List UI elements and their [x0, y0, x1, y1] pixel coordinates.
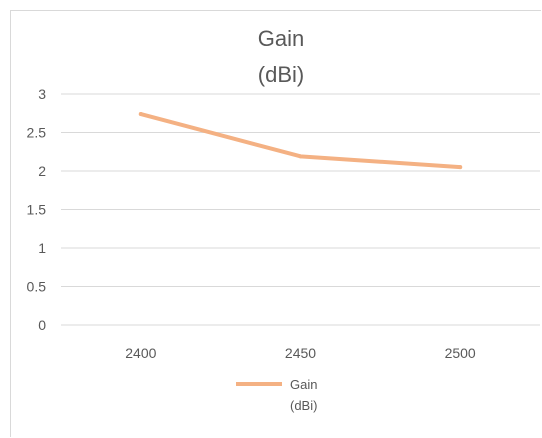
y-tick-label-2: 1	[38, 240, 46, 256]
data-point-0-2	[458, 165, 463, 170]
chart-title: Gain (dBi)	[258, 26, 304, 87]
y-tick-label-3: 1.5	[27, 202, 47, 218]
x-axis-tick-labels: 2400 2450 2500	[125, 345, 476, 361]
legend: Gain (dBi)	[236, 377, 317, 413]
series-line-0	[138, 112, 463, 170]
legend-label-line-1: Gain	[290, 377, 317, 392]
legend-label-line-2: (dBi)	[290, 398, 317, 413]
x-tick-label-1: 2450	[285, 345, 316, 361]
y-axis-tick-labels: 0 0.5 1 1.5 2 2.5 3	[27, 86, 47, 333]
y-tick-label-4: 2	[38, 163, 46, 179]
y-tick-label-6: 3	[38, 86, 46, 102]
y-tick-label-1: 0.5	[27, 279, 47, 295]
series-group	[138, 112, 463, 170]
data-point-0-1	[298, 154, 303, 159]
x-tick-label-2: 2500	[445, 345, 476, 361]
gridlines	[61, 93, 540, 326]
chart-title-line-2: (dBi)	[258, 62, 304, 87]
y-tick-label-5: 2.5	[27, 125, 47, 141]
chart-frame	[10, 10, 541, 437]
y-tick-label-0: 0	[38, 317, 46, 333]
chart-title-line-1: Gain	[258, 26, 304, 51]
x-tick-label-0: 2400	[125, 345, 156, 361]
data-point-0-0	[138, 112, 143, 117]
